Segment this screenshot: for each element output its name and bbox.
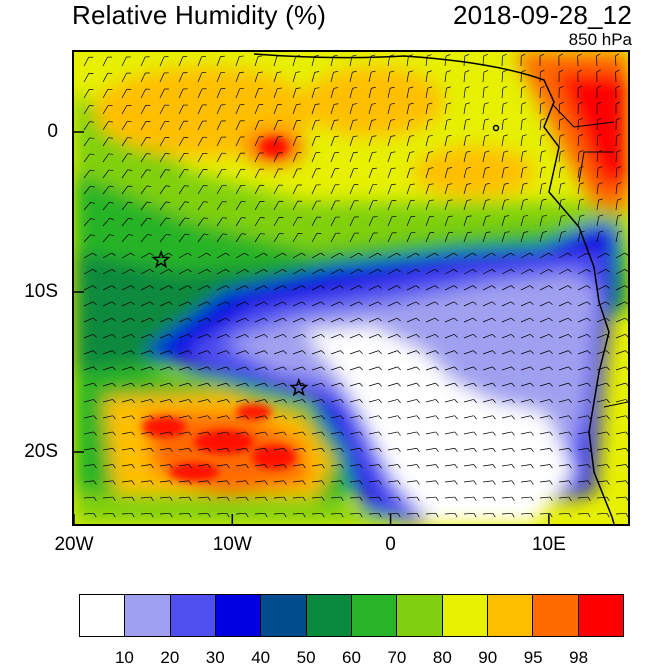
color-legend-swatch <box>352 595 397 636</box>
color-legend-swatch <box>397 595 442 636</box>
color-legend-label: 20 <box>160 648 179 668</box>
color-legend-label: 80 <box>433 648 452 668</box>
color-legend-swatch <box>216 595 261 636</box>
latitude-tick-label: 10S <box>0 281 58 303</box>
map-title: Relative Humidity (%) <box>72 0 326 31</box>
longitude-tick-label: 0 <box>385 534 396 556</box>
color-legend-swatch <box>307 595 352 636</box>
color-legend-label: 30 <box>206 648 225 668</box>
map-canvas <box>74 52 628 524</box>
color-legend-swatch <box>443 595 488 636</box>
color-legend-label: 70 <box>387 648 406 668</box>
map-date: 2018-09-28_12 <box>453 0 632 31</box>
color-legend-swatch <box>171 595 216 636</box>
longitude-tick-label: 20W <box>54 534 93 556</box>
color-legend-swatch <box>533 595 578 636</box>
humidity-map <box>72 50 630 526</box>
color-legend-label: 40 <box>251 648 270 668</box>
color-legend-label: 98 <box>569 648 588 668</box>
color-legend-label: 95 <box>524 648 543 668</box>
color-legend-swatch <box>80 595 125 636</box>
color-legend-label: 90 <box>478 648 497 668</box>
longitude-tick-label: 10E <box>532 534 566 556</box>
color-legend-label: 10 <box>115 648 134 668</box>
longitude-tick-label: 10W <box>213 534 252 556</box>
color-legend-swatch <box>261 595 306 636</box>
color-legend-label: 50 <box>297 648 316 668</box>
color-legend-swatch <box>488 595 533 636</box>
pressure-level: 850 hPa <box>569 30 632 50</box>
color-legend-label: 60 <box>342 648 361 668</box>
color-legend <box>79 594 624 637</box>
latitude-tick-label: 0 <box>0 121 58 143</box>
color-legend-swatch <box>579 595 623 636</box>
color-legend-swatch <box>125 595 170 636</box>
latitude-tick-label: 20S <box>0 441 58 463</box>
